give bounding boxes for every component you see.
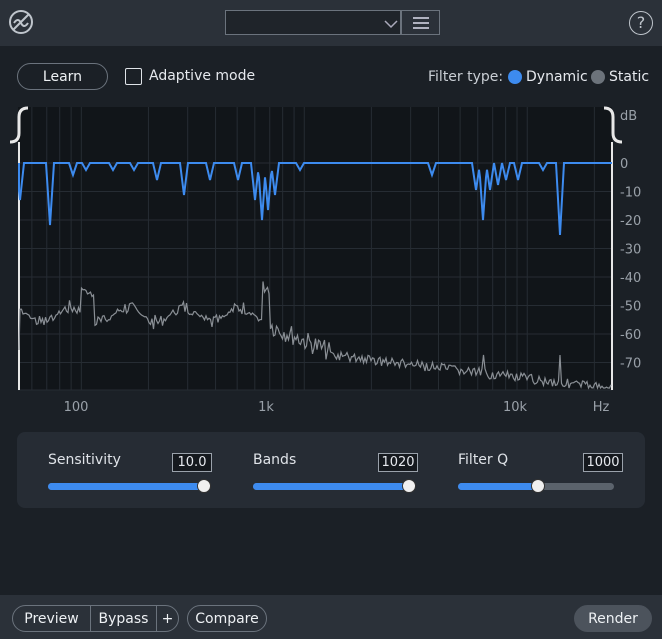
freq-label: 10k [503,400,528,415]
logo [9,10,33,34]
db-label: -20 [620,214,641,229]
freq-label: 100 [64,400,89,415]
db-label: 0 [620,157,628,172]
parameters-panel [17,432,645,508]
help-button[interactable]: ? [629,11,653,35]
param-value[interactable]: 10.0 [172,453,212,472]
db-label: -70 [620,357,641,372]
learn-button[interactable]: Learn [17,63,108,90]
slider-knob[interactable] [197,479,211,493]
db-unit: dB [620,109,637,124]
filter-type-label: Filter type: [428,69,504,85]
slider-knob[interactable] [530,479,545,493]
render-button[interactable]: Render [574,605,652,632]
left-handle[interactable] [9,106,29,144]
menu-button[interactable] [401,10,440,35]
dynamic-label: Dynamic [526,69,588,85]
param-value[interactable]: 1000 [583,453,623,472]
freq-label: 1k [258,400,274,415]
hz-unit: Hz [593,400,610,415]
spectrum-graph: dB Hz 0 -10 -20 -30 -40 -50 -60 -70 100 1k 10k [9,106,641,415]
slider-knob[interactable] [402,479,416,493]
spectrum [18,281,612,390]
bypass-button[interactable]: Bypass [90,605,157,632]
db-label: -10 [620,186,641,201]
slider-fill [253,483,409,490]
static-label: Static [609,69,650,85]
static-radio[interactable] [591,70,605,84]
preset-dropdown[interactable] [225,10,401,35]
dynamic-radio[interactable] [508,70,522,84]
db-label: -50 [620,300,641,315]
db-label: -30 [620,243,641,258]
compare-button[interactable]: Compare [187,605,267,632]
param-label: Filter Q [458,452,509,468]
adaptive-checkbox[interactable] [125,68,142,85]
param-value[interactable]: 1020 [378,453,418,472]
db-label: -60 [620,328,641,343]
add-button[interactable]: + [156,605,179,632]
slider-fill [48,483,204,490]
adaptive-label: Adaptive mode [149,68,256,84]
filter-curve [18,162,612,236]
db-label: -40 [620,271,641,286]
param-label: Bands [253,452,297,468]
param-label: Sensitivity [48,452,121,468]
slider-fill [458,483,538,490]
preview-button[interactable]: Preview [12,605,91,632]
right-handle[interactable] [603,106,623,144]
